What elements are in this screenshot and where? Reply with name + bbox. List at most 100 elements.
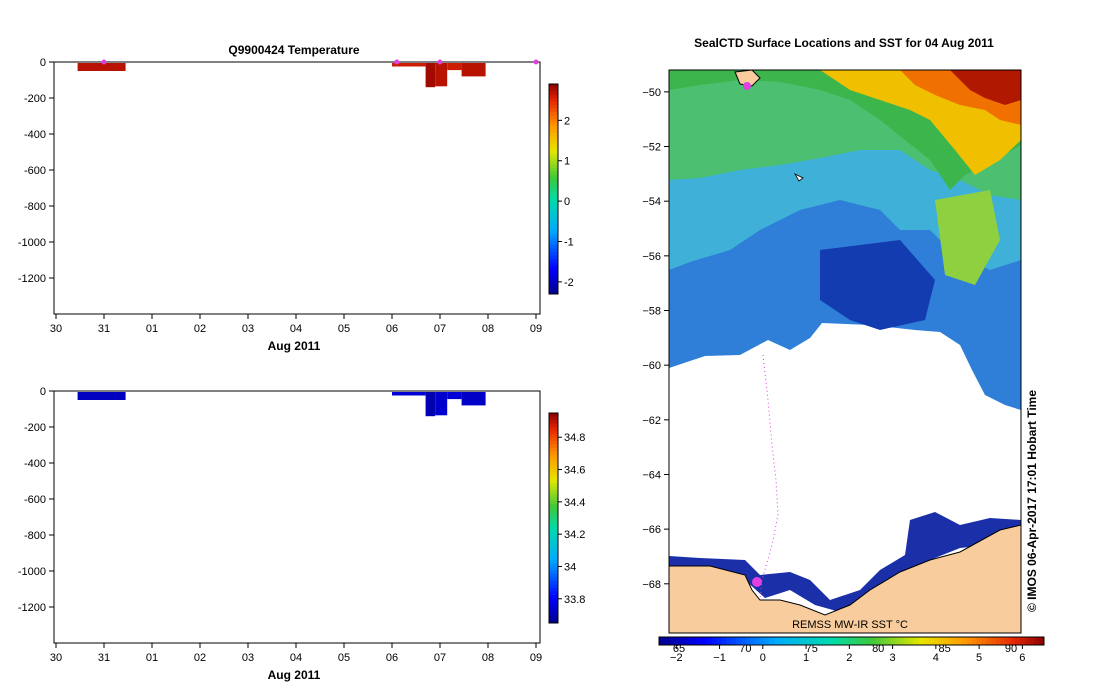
sst-colorbar-step bbox=[1024, 637, 1031, 645]
temperature-colorbar-step bbox=[549, 108, 558, 113]
temperature-colorbar-step bbox=[549, 234, 558, 239]
temperature-colorbar-step bbox=[549, 157, 558, 162]
salinity-panel: 0 -200 -400 -600 -800 -1000 -1200 30 31 01 02 03 04… bbox=[18, 386, 586, 682]
sst-hottest-region bbox=[950, 70, 1021, 105]
temperature-colorbar-step bbox=[549, 112, 558, 116]
salinity-colorbar-step bbox=[549, 465, 558, 470]
sst-colorbar-step bbox=[870, 637, 877, 645]
salinity-colorbar-step bbox=[549, 458, 558, 463]
temperature-y-tick-label: -600 bbox=[24, 165, 46, 177]
salinity-y-tick-label: -200 bbox=[24, 422, 46, 434]
map-lon-label: 85 bbox=[938, 643, 950, 655]
salinity-xlabel: Aug 2011 bbox=[268, 668, 321, 682]
map-lon-label: 75 bbox=[806, 643, 818, 655]
temperature-colorbar-step bbox=[549, 238, 558, 242]
salinity-colorbar-step bbox=[549, 598, 558, 603]
sst-colorbar-step bbox=[923, 637, 929, 645]
sst-colorbar-step bbox=[721, 637, 727, 645]
salinity-colorbar-step bbox=[549, 549, 558, 554]
map-lat-tick-label: −52 bbox=[642, 142, 661, 154]
sst-colorbar-step bbox=[880, 637, 886, 645]
sst-colorbar-step bbox=[750, 637, 756, 645]
salinity-colorbar-step bbox=[549, 570, 558, 575]
sst-colorbar-step bbox=[817, 637, 824, 645]
sst-colorbar-step bbox=[942, 637, 949, 645]
salinity-colorbar-step bbox=[549, 616, 558, 620]
seal-surface-location-south bbox=[752, 577, 762, 587]
salinity-colorbar-step bbox=[549, 500, 558, 505]
seal-surface-location-north bbox=[743, 82, 751, 90]
sst-colorbar-tick-label: 4 bbox=[933, 652, 939, 664]
sst-colorbar-step bbox=[976, 637, 982, 645]
temperature-colorbar-step bbox=[549, 136, 558, 141]
temperature-colorbar-step bbox=[549, 101, 558, 106]
salinity-profile-bar bbox=[447, 392, 462, 400]
sst-colorbar-step bbox=[1000, 637, 1006, 645]
salinity-colorbar-tick-label: 34.4 bbox=[564, 497, 585, 509]
sst-colorbar-step bbox=[962, 637, 968, 645]
sst-colorbar-step bbox=[875, 637, 881, 645]
temperature-colorbar-step bbox=[549, 87, 558, 92]
salinity-profile-bar bbox=[392, 392, 426, 396]
temperature-colorbar-step bbox=[549, 280, 558, 284]
temperature-colorbar-frame bbox=[548, 83, 559, 295]
temperature-colorbar-step bbox=[549, 84, 558, 88]
map-lat-tick-label: −54 bbox=[642, 196, 661, 208]
temperature-x-tick-label: 04 bbox=[290, 323, 302, 335]
map-lat-tick-label: −62 bbox=[642, 415, 661, 427]
salinity-y-axis: 0 -200 -400 -600 -800 -1000 -1200 bbox=[18, 386, 54, 614]
sst-colorbar-step bbox=[779, 637, 785, 645]
sst-colorbar-tick-label: 6 bbox=[1019, 652, 1025, 664]
sst-colorbar-step bbox=[967, 637, 973, 645]
sst-colorbar-tick-label: 1 bbox=[803, 652, 809, 664]
temperature-colorbar-step bbox=[549, 91, 558, 95]
temperature-x-tick-label: 03 bbox=[242, 323, 254, 335]
temperature-colorbar-step bbox=[549, 262, 558, 267]
salinity-profile-bar bbox=[77, 392, 126, 400]
sst-colorbar-step bbox=[981, 637, 987, 645]
temperature-profile-bar bbox=[77, 63, 126, 71]
salinity-colorbar-step bbox=[549, 514, 558, 519]
temperature-colorbar-step bbox=[549, 276, 558, 281]
temperature-x-tick-label: 30 bbox=[50, 323, 62, 335]
sst-colorbar-tick-label: 2 bbox=[846, 652, 852, 664]
salinity-x-axis: 30 31 01 02 03 04 05 06 07 08 09 bbox=[50, 643, 542, 664]
salinity-colorbar-step bbox=[549, 483, 558, 487]
sst-colorbar-step bbox=[971, 637, 978, 645]
sst-colorbar-step bbox=[914, 637, 920, 645]
sst-colorbar-step bbox=[856, 637, 862, 645]
sst-colorbar-tick-label: 0 bbox=[760, 652, 766, 664]
sst-colorbar-tick-label: 3 bbox=[890, 652, 896, 664]
salinity-colorbar-step bbox=[549, 479, 558, 484]
sst-colorbar-step bbox=[760, 637, 766, 645]
sst-colorbar-step bbox=[822, 637, 828, 645]
salinity-colorbar-step bbox=[549, 469, 558, 473]
sst-colorbar-step bbox=[803, 637, 809, 645]
map-title: SealCTD Surface Locations and SST for 04… bbox=[694, 36, 994, 50]
map-lat-tick-label: −56 bbox=[642, 251, 661, 263]
sst-colorbar-step bbox=[947, 637, 954, 645]
salinity-colorbar-step bbox=[549, 532, 558, 536]
salinity-colorbar-step bbox=[549, 619, 558, 624]
map-lat-tick-label: −50 bbox=[642, 87, 661, 99]
salinity-y-tick-label: -600 bbox=[24, 494, 46, 506]
temperature-colorbar-step bbox=[549, 115, 558, 120]
temperature-plot-frame bbox=[53, 61, 541, 315]
sst-colorbar-step bbox=[687, 637, 694, 645]
salinity-colorbar-step bbox=[549, 563, 558, 568]
salinity-plot-frame bbox=[53, 390, 541, 644]
sst-colorbar-step bbox=[683, 637, 689, 645]
salinity-colorbar-step bbox=[549, 493, 558, 498]
temperature-colorbar-step bbox=[549, 182, 558, 186]
temperature-colorbar-step bbox=[549, 220, 558, 225]
salinity-colorbar-tick-label: 34.2 bbox=[564, 529, 585, 541]
sst-colorbar-step bbox=[769, 637, 775, 645]
sst-colorbar-frame bbox=[658, 636, 1045, 646]
temperature-colorbar-step bbox=[549, 168, 558, 172]
temperature-colorbar-step bbox=[549, 206, 558, 211]
temperature-colorbar-step bbox=[549, 150, 558, 155]
temperature-y-axis: 0 -200 -400 -600 -800 -1000 -1200 bbox=[18, 57, 54, 285]
salinity-y-tick-label: -1200 bbox=[18, 602, 46, 614]
map-lon-label: 80 bbox=[872, 643, 884, 655]
temperature-x-tick-label: 09 bbox=[530, 323, 542, 335]
